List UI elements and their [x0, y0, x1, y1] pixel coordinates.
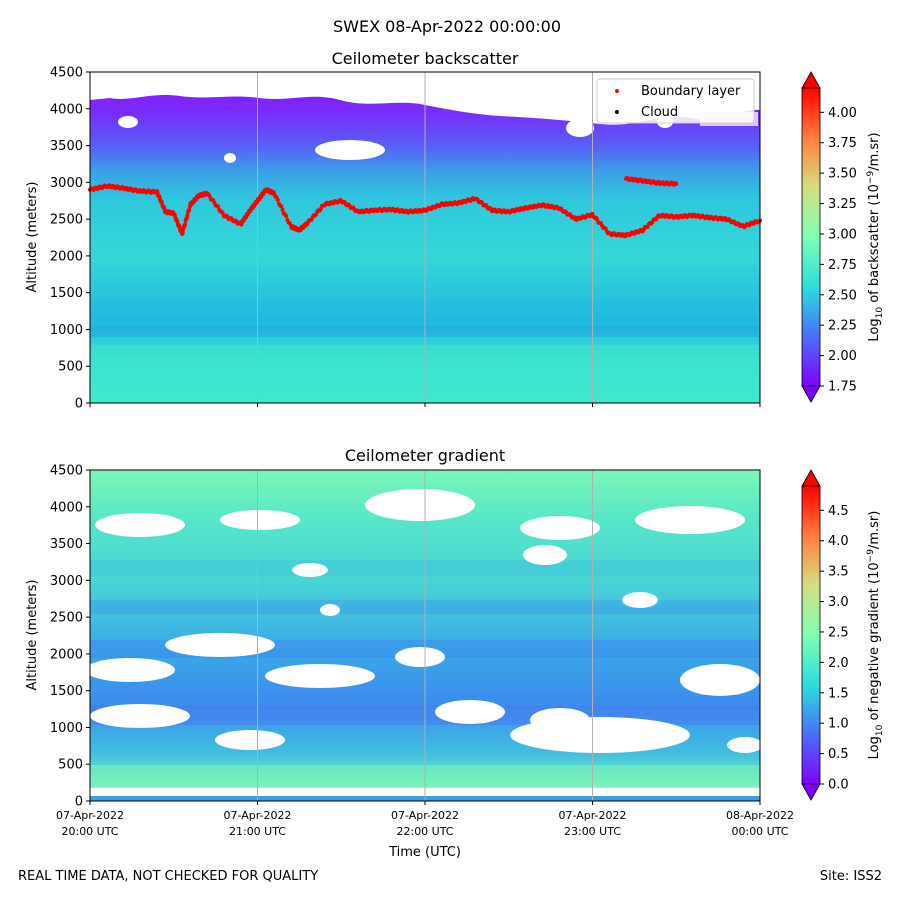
boundary-layer-point — [185, 213, 190, 218]
colorbar-tick-label: 3.00 — [828, 227, 857, 242]
boundary-layer-point — [603, 226, 608, 231]
colorbar-tick-label: 0.0 — [828, 778, 849, 793]
y-tick-label: 1500 — [50, 684, 83, 699]
gradient-x-grid — [257, 470, 593, 801]
boundary-layer-point — [275, 197, 280, 202]
colorbar-tick-label: 1.75 — [828, 380, 857, 395]
x-tick-label-date: 07-Apr-2022 — [391, 809, 459, 822]
y-tick-label: 0 — [75, 795, 83, 810]
boundary-layer-point — [159, 200, 164, 205]
y-tick-label: 0 — [75, 397, 83, 412]
boundary-layer-point — [155, 190, 160, 195]
y-tick-label: 4000 — [50, 500, 83, 515]
colorbar-tick-label: 4.00 — [828, 106, 857, 121]
x-tick-label-date: 07-Apr-2022 — [223, 809, 291, 822]
colorbar-tick-label: 4.0 — [828, 534, 849, 549]
y-tick-label: 3500 — [50, 537, 83, 552]
colorbar-tick-label: 3.5 — [828, 565, 849, 580]
gradient-y-axis: 0 500 1000 1500 2000 2500 3000 3500 4000 4500 — [50, 464, 90, 810]
gradient-x-label: Time (UTC) — [388, 845, 461, 860]
legend-label-boundary-layer: Boundary layer — [641, 84, 741, 99]
colorbar-tick-label: 2.75 — [828, 258, 857, 273]
gradient-colorbar: 0.0 0.5 1.0 1.5 2.0 2.5 3.0 3.5 4.0 4.5 Log10 of … — [801, 469, 885, 801]
gradient-panel: Ceilometer gradient — [25, 446, 885, 860]
y-tick-label: 500 — [58, 758, 83, 773]
colorbar-tick-label: 2.0 — [828, 656, 849, 671]
y-tick-label: 3000 — [50, 176, 83, 191]
boundary-layer-point — [183, 222, 188, 227]
colorbar-tick-label: 2.50 — [828, 288, 857, 303]
figure-title: SWEX 08-Apr-2022 00:00:00 — [333, 17, 561, 36]
y-tick-label: 500 — [58, 360, 83, 375]
site-label: Site: ISS2 — [819, 869, 882, 884]
y-tick-label: 4500 — [50, 464, 83, 479]
x-tick-label-date: 08-Apr-2022 — [726, 809, 794, 822]
backscatter-y-axis: 0 500 1000 1500 2000 2500 3000 3500 4000 4500 — [50, 66, 90, 412]
x-tick-label-date: 07-Apr-2022 — [56, 809, 124, 822]
boundary-layer-point — [207, 194, 212, 198]
y-tick-label: 4000 — [50, 102, 83, 117]
backscatter-x-axis — [89, 403, 761, 407]
y-tick-label: 2000 — [50, 249, 83, 264]
y-tick-label: 4500 — [50, 66, 83, 81]
gradient-y-label: Altitude (meters) — [25, 580, 40, 691]
x-tick-label-time: 23:00 UTC — [564, 825, 621, 838]
y-tick-label: 3500 — [50, 139, 83, 154]
boundary-layer-point — [220, 211, 225, 216]
x-tick-label-date: 07-Apr-2022 — [558, 809, 626, 822]
colorbar-tick-label: 3.75 — [828, 136, 857, 151]
backscatter-colorbar: 1.75 2.00 2.25 2.50 2.75 3.00 3.25 3.50 3.75 4.00… — [801, 71, 885, 403]
colorbar-tick-label: 4.5 — [828, 504, 849, 519]
backscatter-x-grid — [257, 72, 593, 403]
gradient-heatmap — [90, 470, 760, 801]
y-tick-label: 1000 — [50, 323, 83, 338]
y-tick-label: 1500 — [50, 286, 83, 301]
x-tick-label-time: 21:00 UTC — [229, 825, 286, 838]
colorbar-tick-label: 2.00 — [828, 349, 857, 364]
y-tick-label: 1000 — [50, 721, 83, 736]
colorbar-tick-label: 3.0 — [828, 595, 849, 610]
boundary-layer-point — [180, 230, 185, 235]
boundary-layer-point — [279, 204, 284, 209]
legend-marker-cloud — [615, 110, 619, 114]
backscatter-y-label: Altitude (meters) — [25, 182, 40, 293]
boundary-layer-point — [590, 211, 595, 216]
legend-label-cloud: Cloud — [641, 105, 678, 120]
backscatter-colorbar-label: Log10 of backscatter (10−9/m.sr) — [866, 132, 885, 341]
y-tick-label: 3000 — [50, 574, 83, 589]
colorbar-tick-label: 2.25 — [828, 319, 857, 334]
gradient-colorbar-label: Log10 of negative gradient (10−9/m.sr) — [866, 511, 885, 760]
x-tick-label-time: 22:00 UTC — [396, 825, 453, 838]
gradient-title: Ceilometer gradient — [345, 446, 505, 465]
boundary-layer-point — [175, 219, 180, 224]
boundary-layer-point — [674, 181, 679, 186]
boundary-layer-point — [280, 207, 285, 212]
boundary-layer-point — [187, 207, 192, 212]
gradient-x-axis: 07-Apr-2022 20:00 UTC 07-Apr-2022 21:00 UTC… — [56, 801, 794, 838]
y-tick-label: 2500 — [50, 611, 83, 626]
legend: Boundary layer Cloud — [596, 78, 755, 124]
colorbar-tick-label: 1.5 — [828, 686, 849, 701]
colorbar-tick-label: 3.25 — [828, 197, 857, 212]
colorbar-tick-label: 2.5 — [828, 625, 849, 640]
colorbar-tick-label: 0.5 — [828, 747, 849, 762]
backscatter-panel: Ceilometer backscatter 0 500 1000 1500 2000 2… — [25, 49, 885, 412]
quality-note: REAL TIME DATA, NOT CHECKED FOR QUALITY — [18, 869, 319, 884]
colorbar-tick-label: 3.50 — [828, 167, 857, 182]
boundary-layer-point — [284, 214, 289, 218]
boundary-layer-point — [177, 225, 182, 230]
boundary-layer-point — [216, 204, 220, 209]
y-tick-label: 2500 — [50, 213, 83, 228]
x-tick-label-time: 20:00 UTC — [61, 825, 118, 838]
x-tick-label-time: 00:00 UTC — [731, 825, 788, 838]
legend-marker-boundary-layer — [615, 89, 619, 93]
backscatter-title: Ceilometer backscatter — [332, 49, 519, 68]
y-tick-label: 2000 — [50, 647, 83, 662]
colorbar-tick-label: 1.0 — [828, 717, 849, 732]
